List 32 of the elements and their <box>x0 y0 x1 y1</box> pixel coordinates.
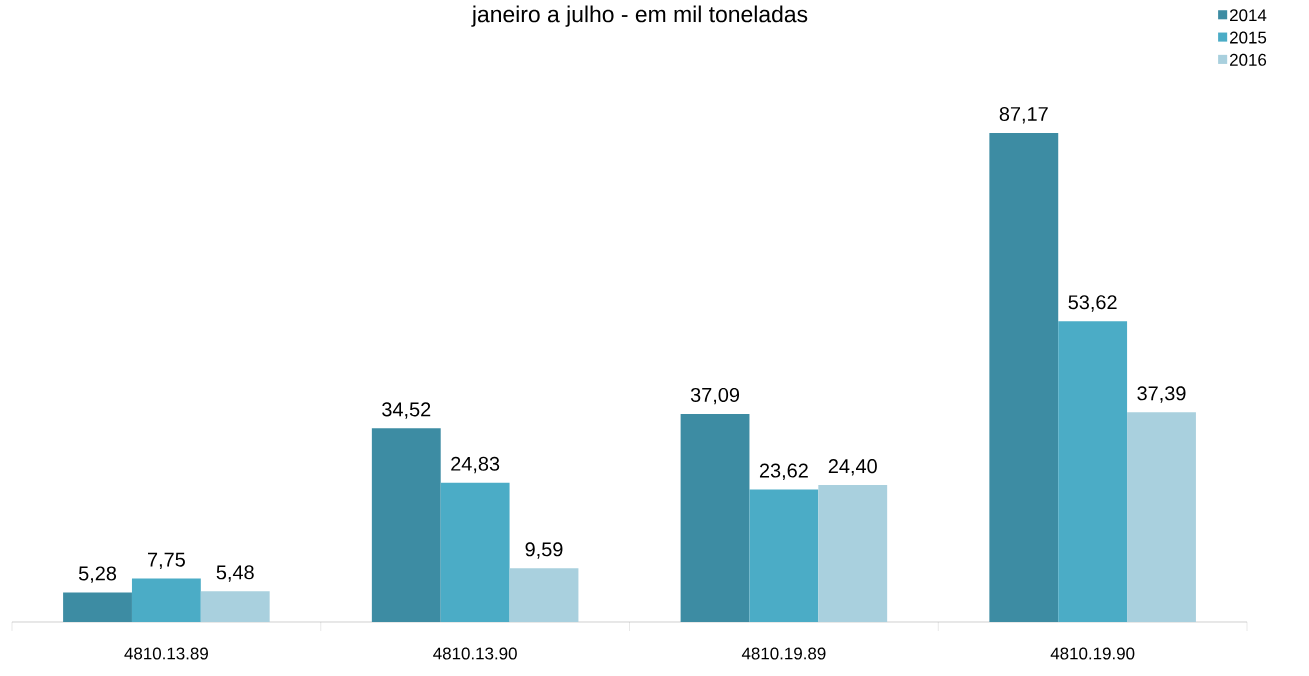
bar <box>1058 321 1128 622</box>
bar <box>749 489 819 622</box>
x-tick-label: 4810.19.89 <box>741 647 826 660</box>
bar <box>131 578 201 622</box>
chart-title: janeiro a julho - em mil toneladas <box>471 5 808 27</box>
bar <box>680 413 750 622</box>
bar <box>1127 412 1196 622</box>
data-label: 37,39 <box>1137 386 1186 403</box>
data-label: 24,40 <box>828 459 877 476</box>
data-label: 34,52 <box>382 402 431 419</box>
x-tick-label: 4810.13.89 <box>124 647 208 660</box>
legend-label: 2016 <box>1230 53 1267 66</box>
data-label: 23,62 <box>759 463 808 480</box>
data-label: 24,83 <box>451 456 500 474</box>
data-label: 53,62 <box>1068 295 1117 312</box>
bar <box>440 482 510 622</box>
bar <box>200 591 270 622</box>
data-label: 87,17 <box>999 106 1048 124</box>
x-tick-label: 4810.13.90 <box>433 647 517 660</box>
bar <box>63 592 132 622</box>
bar <box>509 568 579 622</box>
legend-label: 2014 <box>1230 9 1267 22</box>
bar <box>818 485 888 622</box>
x-tick-label: 4810.19.90 <box>1050 647 1135 660</box>
bar <box>371 428 441 622</box>
data-label: 5,48 <box>216 565 254 582</box>
bar <box>989 132 1059 622</box>
data-label: 9,59 <box>525 542 563 559</box>
legend-label: 2015 <box>1230 31 1267 44</box>
data-label: 7,75 <box>148 552 185 569</box>
data-label: 37,09 <box>690 387 740 405</box>
data-label: 5,28 <box>78 566 117 583</box>
